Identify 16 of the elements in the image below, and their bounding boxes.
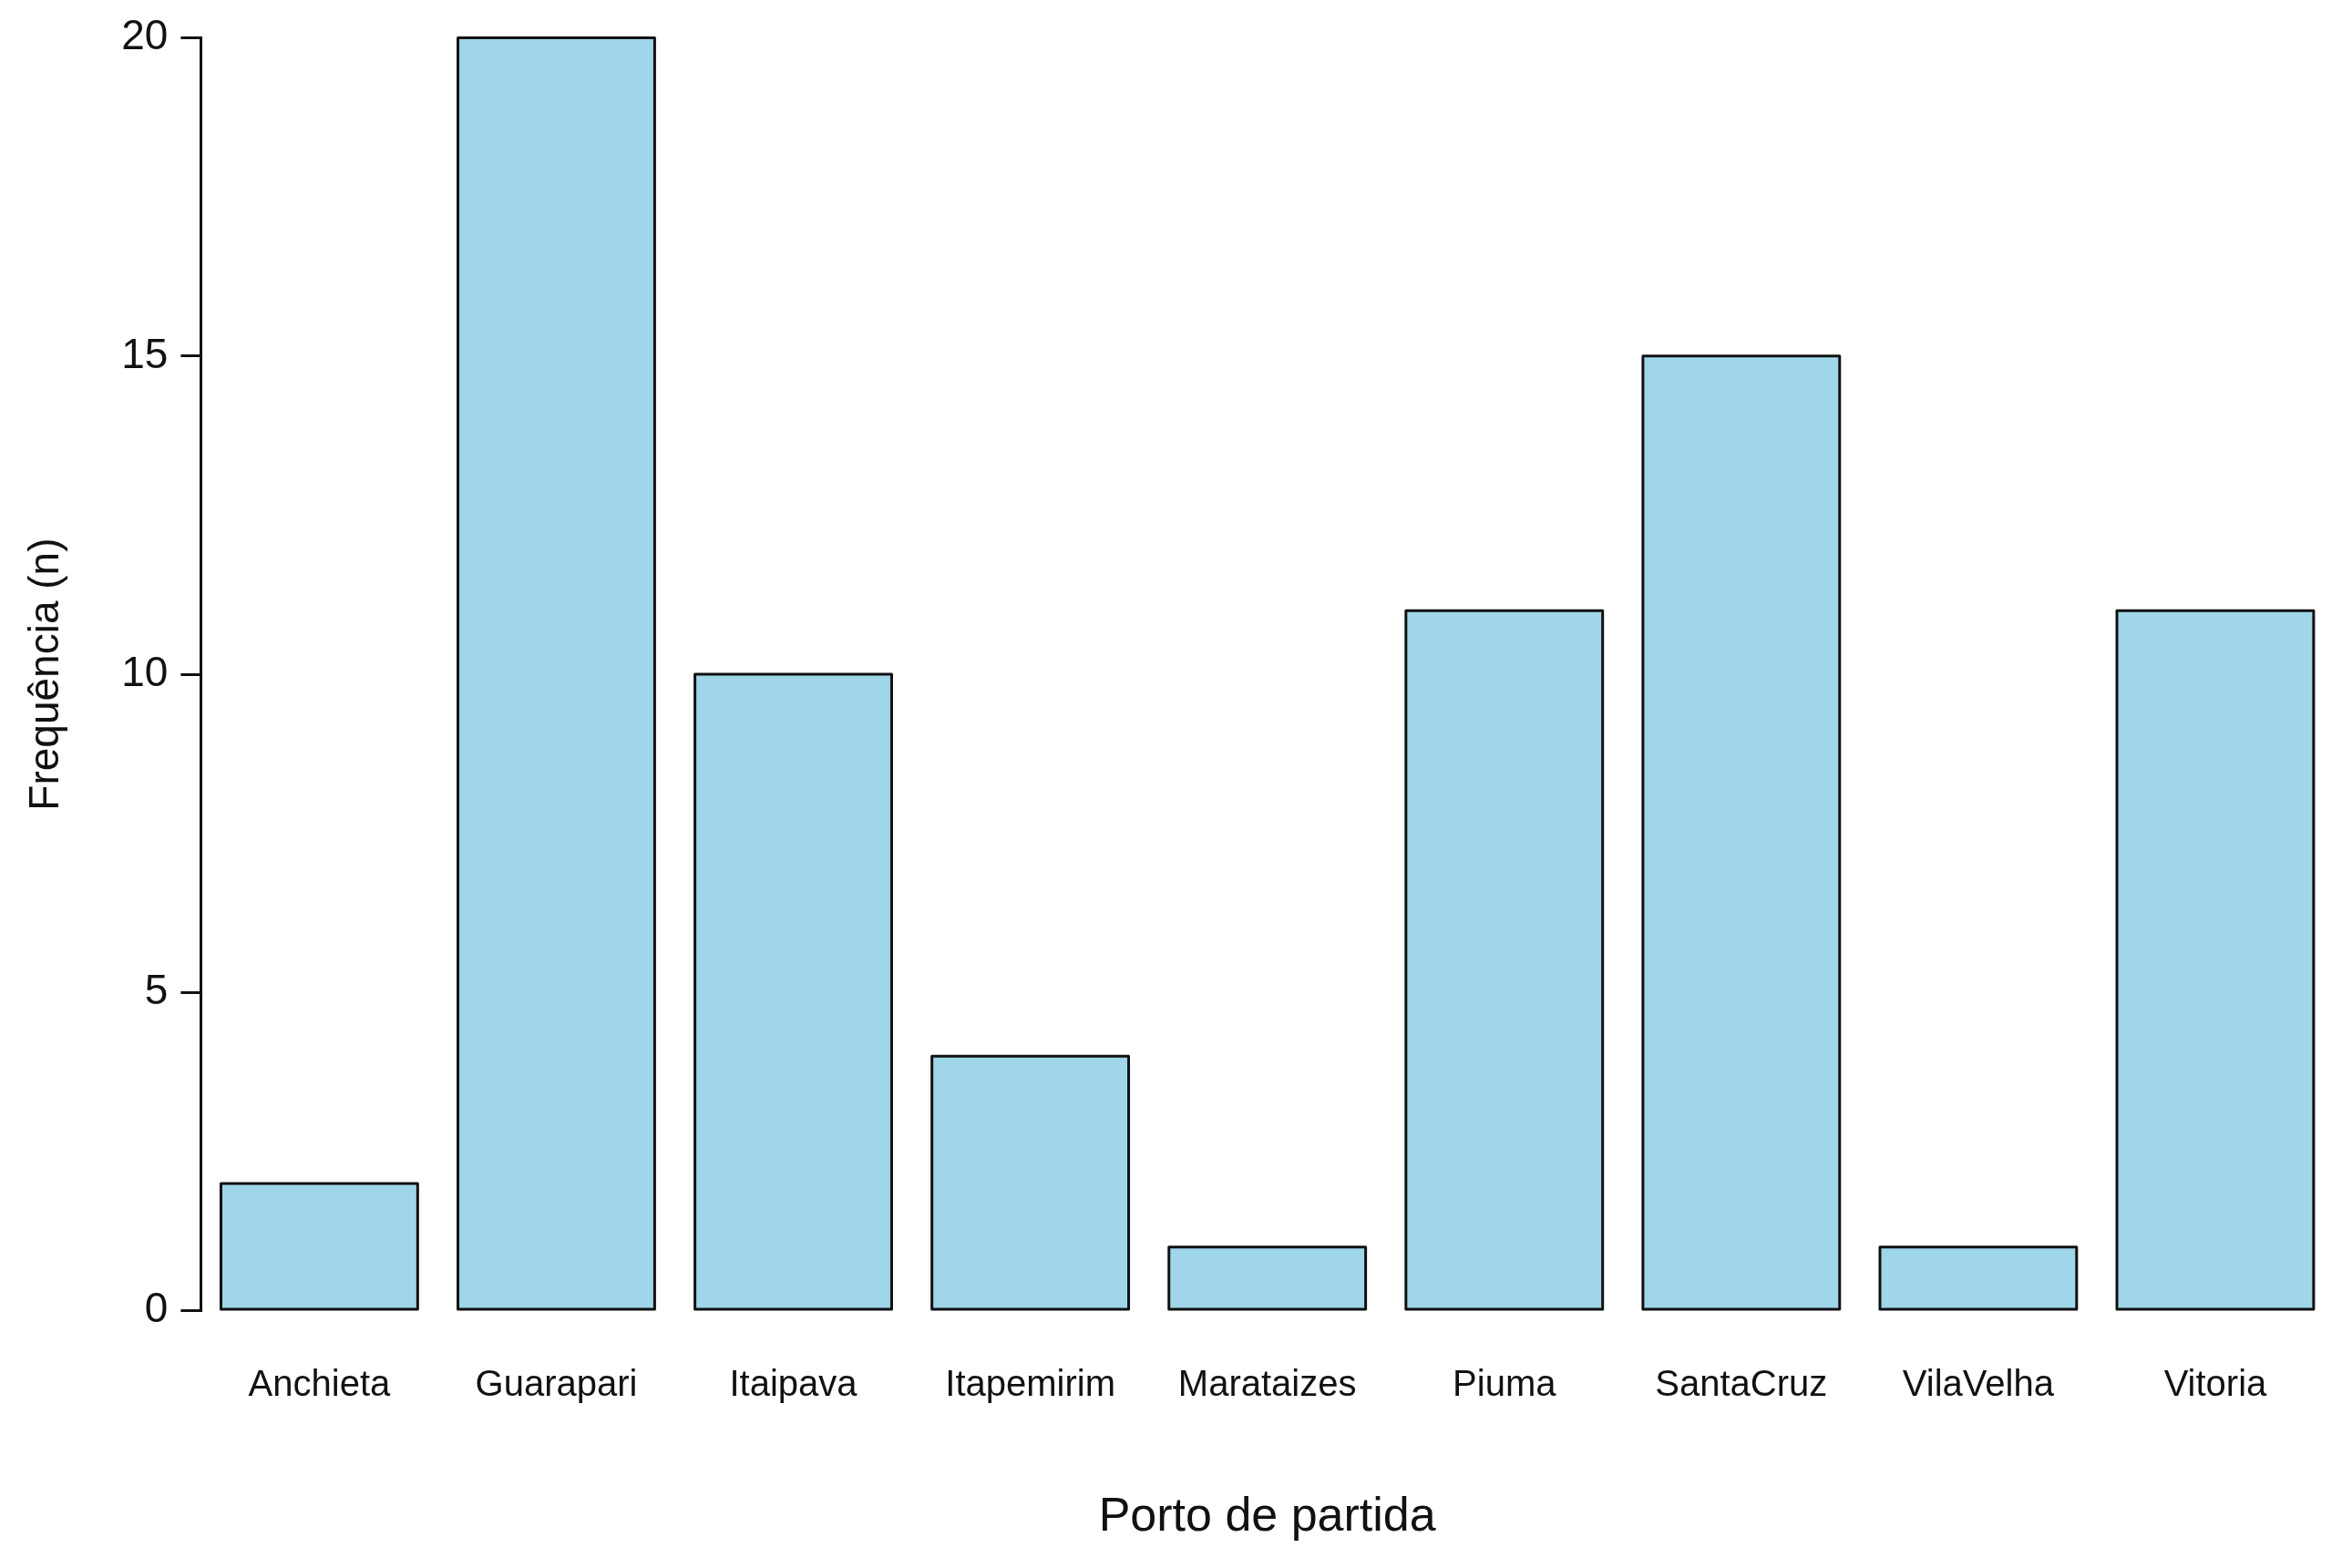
- y-tick-label: 0: [144, 1284, 169, 1332]
- x-axis-title: Porto de partida: [1098, 1488, 1436, 1542]
- y-axis-title: Frequência (n): [20, 538, 68, 811]
- y-tick-label: 5: [144, 966, 169, 1014]
- x-tick-label: Itapemirim: [945, 1362, 1115, 1403]
- y-tick-label: 20: [121, 11, 169, 59]
- x-tick-label: SantaCruz: [1655, 1362, 1828, 1403]
- x-tick-label: Piuma: [1453, 1362, 1557, 1403]
- x-tick-label: Itaipava: [729, 1362, 858, 1403]
- x-tick-label: VilaVelha: [1902, 1362, 2055, 1403]
- x-tick-label: Marataizes: [1177, 1362, 1357, 1403]
- x-tick-label: Vitoria: [2163, 1362, 2268, 1403]
- y-tick-label: 10: [121, 647, 169, 695]
- x-tick-label: Guarapari: [475, 1362, 638, 1403]
- y-tick-label: 15: [121, 329, 169, 377]
- x-tick-label: Anchieta: [248, 1362, 391, 1403]
